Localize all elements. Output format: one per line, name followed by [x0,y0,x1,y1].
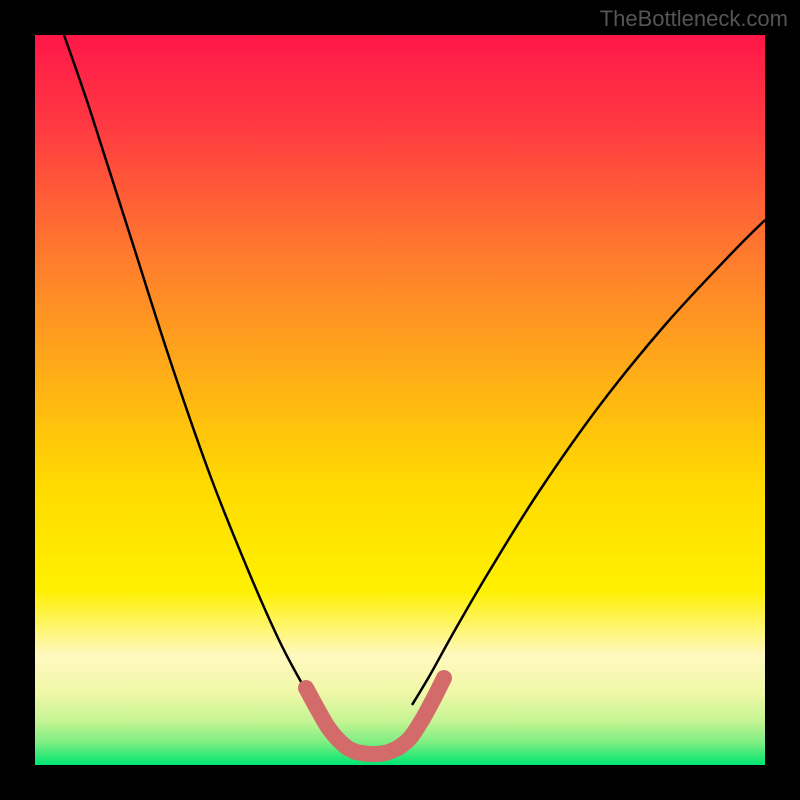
chart-container [0,0,800,800]
highlight-dot [299,681,313,695]
highlight-dot [378,746,392,760]
watermark-text: TheBottleneck.com [600,6,788,32]
chart-plot-bg [35,35,765,765]
bottleneck-chart [0,0,800,800]
highlight-dot [391,741,405,755]
highlight-dot [415,713,429,727]
highlight-dot [437,671,451,685]
highlight-dot [427,691,441,705]
highlight-dot [403,731,417,745]
highlight-dot [323,723,337,737]
highlight-dot [311,703,325,717]
highlight-dot [363,747,377,761]
highlight-dot [349,745,363,759]
